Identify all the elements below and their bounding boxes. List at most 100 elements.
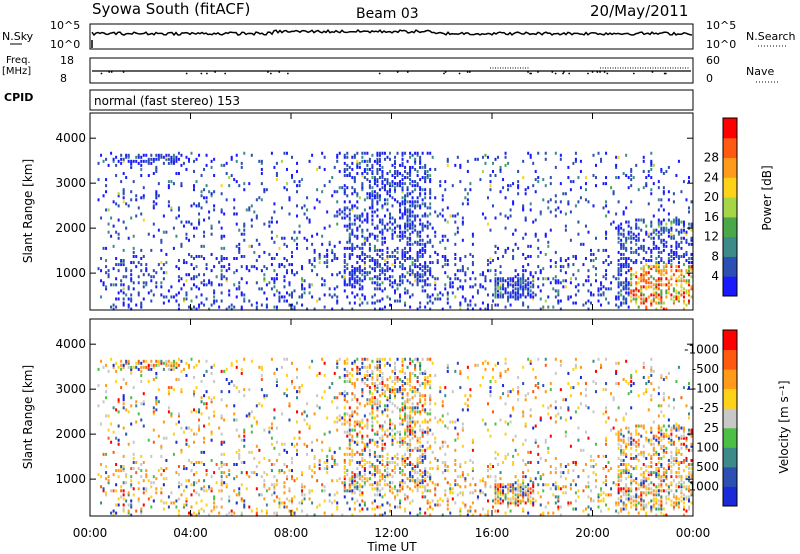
- power-cell: [371, 169, 374, 173]
- velocity-cell: [404, 408, 407, 412]
- velocity-cell: [205, 473, 208, 477]
- power-cell: [409, 204, 412, 208]
- velocity-cell: [195, 460, 198, 464]
- power-cell: [228, 184, 231, 188]
- velocity-cell: [363, 424, 366, 428]
- velocity-cell: [461, 473, 464, 477]
- velocity-cell: [172, 501, 175, 505]
- velocity-cell: [419, 424, 422, 428]
- power-cell: [602, 293, 605, 297]
- velocity-cell: [105, 384, 108, 388]
- power-cell: [386, 261, 389, 265]
- velocity-cell: [446, 412, 449, 416]
- velocity-cell: [112, 513, 115, 517]
- velocity-cell: [366, 365, 369, 369]
- power-cell: [361, 273, 364, 277]
- velocity-cell: [373, 513, 376, 517]
- velocity-cell: [313, 513, 316, 517]
- power-cell: [682, 228, 685, 232]
- velocity-cell: [127, 503, 130, 507]
- power-cell: [361, 293, 364, 297]
- velocity-cell: [283, 485, 286, 489]
- velocity-cell: [381, 487, 384, 491]
- power-cell: [544, 157, 547, 161]
- velocity-cell: [353, 386, 356, 390]
- power-cell: [687, 299, 690, 303]
- power-cell: [376, 259, 379, 263]
- velocity-cell: [193, 392, 196, 396]
- velocity-cell: [414, 420, 417, 424]
- velocity-cell: [265, 503, 268, 507]
- power-cell: [567, 202, 570, 206]
- power-cell: [675, 244, 678, 248]
- power-cell: [459, 165, 462, 169]
- power-cell: [665, 271, 668, 275]
- freq-bottom-tick: 8: [60, 72, 67, 85]
- velocity-cell: [404, 507, 407, 511]
- velocity-cell: [464, 402, 467, 406]
- power-cell: [120, 157, 123, 161]
- power-cell: [617, 267, 620, 271]
- power-cell: [499, 165, 502, 169]
- velocity-cell: [378, 365, 381, 369]
- velocity-cell: [353, 487, 356, 491]
- power-cell: [157, 182, 160, 186]
- velocity-cell: [208, 422, 211, 426]
- power-cell: [436, 297, 439, 301]
- power-cell: [394, 289, 397, 293]
- velocity-cell: [449, 483, 452, 487]
- velocity-cell: [419, 384, 422, 388]
- power-cell: [371, 277, 374, 281]
- power-ylabel: Slant Range [km]: [21, 159, 35, 263]
- power-cell: [165, 157, 168, 161]
- velocity-cell: [366, 460, 369, 464]
- power-cell: [650, 163, 653, 167]
- velocity-cell: [406, 365, 409, 369]
- velocity-cell: [416, 456, 419, 460]
- power-cell: [454, 220, 457, 224]
- power-cell: [308, 159, 311, 163]
- velocity-cell: [182, 467, 185, 471]
- velocity-cell: [436, 483, 439, 487]
- power-cell: [512, 281, 515, 285]
- velocity-cell: [429, 402, 432, 406]
- power-cell: [682, 224, 685, 228]
- power-cell: [383, 202, 386, 206]
- power-cell: [371, 165, 374, 169]
- power-cell: [235, 244, 238, 248]
- power-cell: [343, 208, 346, 212]
- velocity-cell: [343, 396, 346, 400]
- power-cell: [391, 174, 394, 178]
- power-cell: [210, 252, 213, 256]
- power-cell: [507, 281, 510, 285]
- velocity-cell: [406, 477, 409, 481]
- power-cell: [537, 151, 540, 155]
- power-cell: [278, 263, 281, 267]
- power-cell: [323, 283, 326, 287]
- power-cell: [238, 287, 241, 291]
- power-cell: [331, 259, 334, 263]
- power-cell: [476, 291, 479, 295]
- power-cell: [228, 305, 231, 309]
- velocity-cell: [394, 487, 397, 491]
- power-cell: [602, 248, 605, 252]
- power-cell: [381, 169, 384, 173]
- velocity-cell: [394, 382, 397, 386]
- power-cell: [645, 182, 648, 186]
- velocity-cell: [190, 469, 193, 473]
- power-cell: [682, 291, 685, 295]
- power-cell: [165, 252, 168, 256]
- velocity-cell: [308, 465, 311, 469]
- power-cell: [494, 279, 497, 283]
- power-cell: [303, 279, 306, 283]
- power-cell: [200, 194, 203, 198]
- velocity-cell: [122, 489, 125, 493]
- power-cell: [502, 178, 505, 182]
- velocity-cell: [185, 467, 188, 471]
- power-cell: [394, 169, 397, 173]
- power-cell: [444, 259, 447, 263]
- power-cell: [559, 299, 562, 303]
- power-cell: [657, 301, 660, 305]
- power-cell: [218, 261, 221, 265]
- power-cell: [660, 240, 663, 244]
